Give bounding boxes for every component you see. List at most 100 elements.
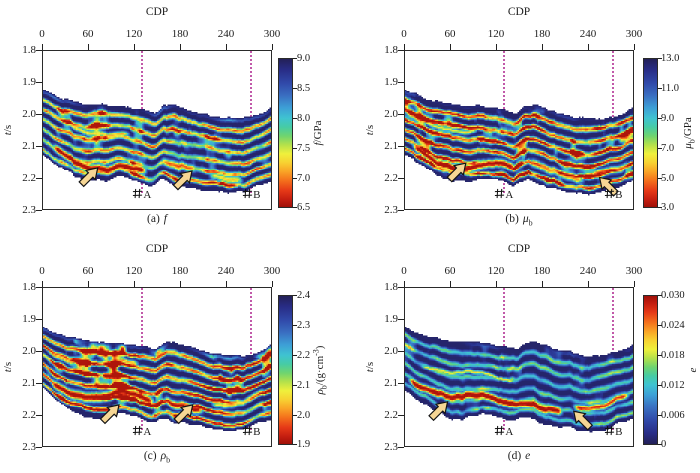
colorbar-tick-label: 1.9 [297,439,311,450]
x-tick-mark [495,44,497,50]
y-tick-mark [398,446,404,448]
well-letter: B [615,189,623,201]
colorbar-tick-label: 7.0 [661,143,675,154]
y-tick-mark [36,446,42,448]
well-glyph-stroke [248,425,251,436]
well-letter: B [253,189,261,201]
y-tick-label: 2.0 [22,107,36,120]
colorbar-tick-label: 11.0 [661,83,679,94]
caption-subscript: b [528,218,533,228]
well-glyph-stroke [248,188,251,199]
colorbar-tick-label: 0.012 [661,380,685,391]
colorbar-unit-subscript: b [319,385,329,390]
colorbar [278,58,293,208]
colorbar-unit-symbol: e [687,367,700,373]
colorbar-tick-mark [293,385,297,386]
caption-symbol: f [163,213,167,225]
colorbar-tick-label: 0 [661,439,667,450]
time-axis-label: t/s [2,125,14,135]
x-tick-label: 0 [39,265,45,277]
y-tick-label: 1.8 [22,280,36,293]
x-tick-mark [41,44,43,50]
colorbar-tick-mark [293,444,297,445]
x-tick-label: 300 [625,28,643,40]
well-glyph-icon [133,188,143,199]
time-axis-unit: /s [2,361,14,370]
x-tick-label: 300 [263,28,281,40]
colorbar-tick-mark [658,148,662,149]
well-marker-label: B [234,425,268,438]
x-tick-mark [87,281,89,287]
x-tick-mark [495,281,497,287]
y-tick-label: 2.2 [22,171,36,184]
x-tick-label: 300 [625,265,643,277]
y-tick-mark [36,382,42,384]
y-tick-label: 2.2 [384,408,398,421]
well-glyph-stroke [610,425,613,436]
seismic-section-canvas [405,288,633,446]
colorbar-tick-mark [658,207,662,208]
annotation-arrow [428,400,449,422]
well-glyph-stroke [606,425,609,436]
colorbar-unit-subscript: b [687,139,697,144]
colorbar-tick-mark [658,58,662,59]
caption-prefix: (a) [147,213,160,225]
well-glyph-icon [133,425,143,436]
colorbar [643,58,658,208]
y-tick-mark [398,318,404,320]
caption-symbol: e [525,450,531,462]
colorbar-tick-label: 9.0 [661,113,675,124]
annotation-arrow [446,162,467,183]
panel-caption: (a) f [42,213,272,227]
colorbar-unit-symbol: μ [682,143,695,149]
y-tick-label: 1.8 [384,43,398,56]
time-axis-label: t/s [2,362,14,372]
y-tick-mark [398,382,404,384]
well-glyph-stroke [244,425,247,436]
x-tick-mark [633,281,635,287]
colorbar-tick-label: 0.030 [661,290,685,301]
colorbar-unit-text: /(g·cm [314,355,327,386]
x-tick-label: 0 [401,265,407,277]
x-tick-mark [403,281,405,287]
colorbar-tick-mark [293,178,297,179]
x-tick-label: 0 [401,28,407,40]
well-glyph-icon [604,425,615,436]
colorbar [278,295,293,445]
colorbar-tick-mark [293,325,297,326]
well-letter: A [143,426,152,438]
y-tick-mark [36,209,42,211]
panel-c: CDP 0 60 120 180 240 300 1.8 1.9 2.0 2.1 2.2 2.3 t/s A… [0,237,350,473]
x-tick-mark [133,281,135,287]
well-marker-label: B [234,188,268,201]
seismic-section-canvas [405,51,633,209]
well-glyph-icon [242,188,253,199]
x-tick-mark [179,281,181,287]
well-glyph-stroke [610,188,613,199]
colorbar-tick-label: 2.3 [297,320,311,331]
well-glyph-stroke [606,188,609,199]
well-glyph-stroke [500,425,503,436]
well-glyph-icon [495,188,505,199]
colorbar-unit-label: e [685,368,700,373]
x-tick-mark [271,44,273,50]
y-tick-mark [398,177,404,179]
colorbar-tick-label: 2.1 [297,380,311,391]
y-tick-mark [398,286,404,288]
colorbar-tick-label: 2.2 [297,350,311,361]
y-tick-label: 1.8 [22,43,36,56]
x-tick-mark [587,281,589,287]
panel-caption: (b) μb [404,213,634,227]
y-tick-mark [36,350,42,352]
x-tick-label: 120 [487,28,505,40]
colorbar-tick-mark [293,207,297,208]
panel-b: CDP 0 60 120 180 240 300 1.8 1.9 2.0 2.1 2.2 2.3 t/s A… [350,0,700,236]
panel-caption: (d) e [404,450,634,464]
annotation-arrow-layer [446,162,619,197]
panel-a: CDP 0 60 120 180 240 300 1.8 1.9 2.0 2.1 2.2 2.3 t/s A… [0,0,350,236]
x-tick-label: 180 [533,28,551,40]
x-tick-label: 120 [125,265,143,277]
time-axis-symbol: t [2,369,14,373]
